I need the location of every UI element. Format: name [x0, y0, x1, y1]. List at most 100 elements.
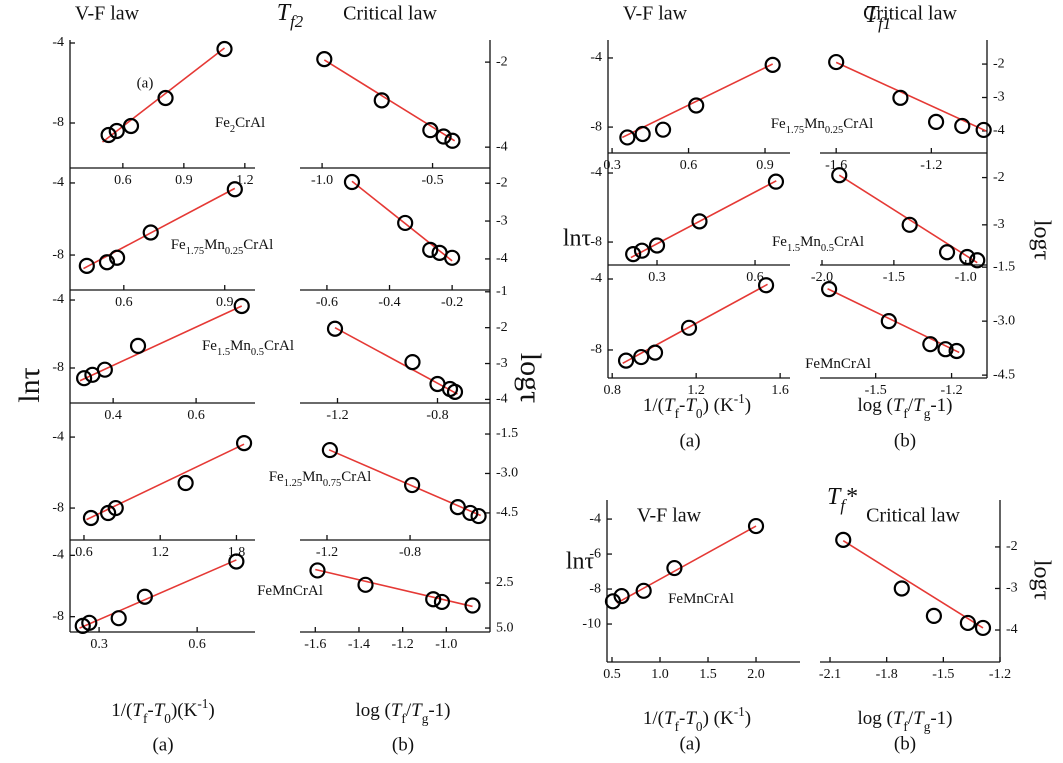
- text-part: g: [924, 719, 931, 734]
- text-part: T: [154, 700, 166, 721]
- text-part: 0: [164, 711, 171, 726]
- compound-label: Fe1.5Mn0.5CrAl: [202, 338, 294, 357]
- x-tick-label: 1.2: [151, 545, 169, 560]
- text-part: log (: [857, 708, 892, 729]
- y-axis-title: lnτ: [563, 226, 592, 252]
- text-part: log (: [857, 395, 892, 416]
- text-part: Fe: [171, 237, 186, 253]
- y-tick-label: -4: [589, 511, 601, 526]
- x-tick-label: -2.1: [819, 667, 841, 682]
- data-point: [974, 619, 992, 637]
- text-part: /: [406, 700, 412, 721]
- y-tick-label: -3: [1006, 581, 1018, 596]
- y2-axis-title: logτ: [1028, 560, 1054, 601]
- x-tick-label: 0.6: [114, 173, 132, 188]
- y2-axis-title: logτ: [514, 353, 547, 403]
- compound-label: Fe1.5Mn0.5CrAl: [772, 234, 864, 253]
- data-point: [357, 576, 374, 593]
- y-tick-label: -4: [496, 139, 508, 154]
- fit-line: [842, 540, 984, 629]
- data-point: [321, 441, 339, 459]
- text-part: f: [903, 719, 908, 734]
- data-point: [142, 224, 159, 241]
- vf-header: V-F law: [623, 3, 688, 25]
- text-part: Fe: [772, 234, 787, 250]
- data-point: [821, 281, 838, 298]
- y-tick-label: -1.5: [993, 259, 1015, 274]
- text-part: f1: [878, 14, 891, 33]
- text-part: 0.25: [225, 246, 243, 257]
- x-axis-title: 1/(Tf-T0) (K-1): [643, 391, 751, 421]
- text-part: f: [675, 719, 680, 734]
- text-part: T: [913, 395, 925, 416]
- y-tick-label: -3.0: [496, 466, 518, 481]
- y-tick-label: -8: [52, 115, 64, 130]
- text-part: f2: [290, 12, 304, 31]
- data-point: [635, 582, 652, 599]
- data-point: [433, 593, 451, 611]
- x-tick-label: 0.9: [216, 295, 234, 310]
- x2-axis-title: log (Tf/Tg-1): [355, 700, 450, 725]
- data-point: [835, 531, 852, 548]
- data-point: [959, 614, 976, 632]
- text-part: 1.75: [186, 246, 204, 257]
- vf-header: V-F law: [637, 505, 702, 527]
- fit-line: [315, 568, 473, 608]
- data-point: [969, 252, 986, 269]
- x-tick-label: -1.2: [392, 637, 414, 652]
- text-part: 1/(: [643, 395, 664, 416]
- text-part: FeMnCrAl: [805, 356, 871, 372]
- text-part: /: [908, 395, 914, 416]
- y-tick-label: -4: [590, 50, 602, 65]
- text-part: f: [903, 406, 908, 421]
- x-tick-label: 0.6: [680, 158, 698, 173]
- text-part: 1/(: [643, 708, 664, 729]
- data-point: [404, 476, 421, 494]
- y-tick-label: -8: [590, 342, 602, 357]
- text-part: f: [840, 496, 847, 515]
- text-part: CrAl: [834, 234, 864, 250]
- data-point: [110, 610, 127, 627]
- y-tick-label: -4: [496, 251, 508, 266]
- x-tick-label: -1.5: [865, 383, 887, 398]
- data-point: [107, 499, 124, 517]
- text-part: -: [679, 708, 685, 729]
- text-part: CrAl: [235, 115, 265, 131]
- data-point: [326, 320, 344, 337]
- text-part: Fe: [269, 469, 284, 485]
- compound-label: Fe1.25Mn0.75CrAl: [269, 469, 372, 488]
- data-point: [82, 509, 100, 527]
- text-part: -1): [930, 708, 952, 729]
- text-part: CrAl: [264, 338, 294, 354]
- y-tick-label: -4: [52, 429, 64, 444]
- subfigure-label: (b): [894, 733, 916, 754]
- data-point: [633, 348, 650, 366]
- x-tick-label: -0.6: [316, 295, 338, 310]
- x2-axis-title: log (Tf/Tg-1): [857, 708, 952, 733]
- crit-header: Critical law: [863, 3, 957, 25]
- text-part: 1.5: [217, 347, 230, 358]
- data-point: [648, 237, 666, 254]
- compound-label: Fe1.75Mn0.25CrAl: [171, 237, 274, 256]
- data-point: [108, 122, 125, 140]
- x-tick-label: -1.2: [920, 158, 942, 173]
- data-point: [122, 117, 140, 135]
- y-tick-label: -8: [52, 247, 64, 262]
- x-axis-title: 1/(Tf-T0)(K-1): [111, 696, 214, 726]
- data-point: [959, 248, 976, 266]
- x-tick-label: -1.8: [876, 667, 898, 682]
- text-part: Fe: [771, 116, 786, 132]
- y2-axis-title: logτ: [1028, 220, 1054, 261]
- text-part: T: [893, 708, 905, 729]
- data-point: [613, 587, 630, 605]
- x-tick-label: 0.6: [187, 408, 205, 423]
- data-point: [422, 241, 439, 258]
- data-point: [619, 129, 636, 146]
- compound-label: FeMnCrAl: [805, 356, 871, 372]
- subfigure-label: (a): [679, 430, 700, 451]
- text-part: T: [685, 708, 697, 729]
- data-point: [462, 504, 479, 522]
- data-point: [435, 128, 452, 145]
